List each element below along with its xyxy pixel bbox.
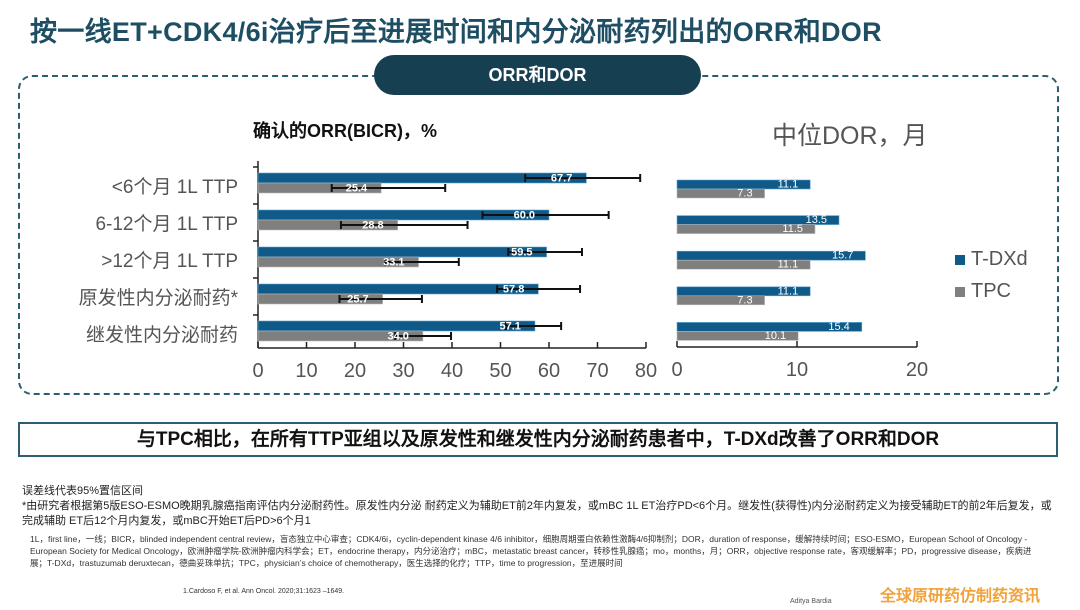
charts-svg: 0 10 20 30 40 50 60 70 80 67.7 25.4 60.0 28.8 59.5 33.… bbox=[252, 161, 928, 382]
bar-tpc bbox=[676, 259, 811, 270]
section-label: ORR和DOR bbox=[374, 55, 701, 95]
data-label: 15.4 bbox=[828, 321, 849, 333]
footnote-resistance-definition: *由研究者根据第5版ESO-ESMO晚期乳腺癌指南评估内分泌耐药性。原发性内分泌… bbox=[22, 500, 1052, 527]
conclusion-banner: 与TPC相比，在所有TTP亚组以及原发性和继发性内分泌耐药患者中，T-DXd改善… bbox=[18, 422, 1058, 457]
data-label: 13.5 bbox=[806, 214, 827, 226]
author-credit: Aditya Bardia bbox=[790, 598, 832, 605]
footnote-error-bars: 误差线代表95%置信区间 bbox=[22, 485, 144, 497]
x-tick-label: 0 bbox=[252, 360, 263, 382]
bar-tpc bbox=[676, 295, 765, 306]
data-label: 11.1 bbox=[778, 285, 799, 297]
bar-tpc bbox=[676, 331, 799, 341]
data-label: 7.3 bbox=[737, 188, 752, 200]
data-label: 33.1 bbox=[383, 257, 404, 269]
bar-tpc bbox=[676, 224, 816, 234]
x-tick-label: 30 bbox=[392, 360, 414, 382]
data-label: 28.8 bbox=[362, 220, 383, 232]
legend-item-tpc: TPC bbox=[955, 280, 1011, 303]
x-tick-label: 50 bbox=[489, 360, 511, 382]
data-label: 57.1 bbox=[500, 321, 521, 333]
category-label: >12个月 1L TTP bbox=[101, 251, 238, 272]
data-label: 7.3 bbox=[737, 294, 752, 306]
x-tick-label: 80 bbox=[635, 360, 657, 382]
legend-label: TPC bbox=[971, 280, 1011, 302]
legend-swatch bbox=[955, 286, 965, 297]
orr-chart-title: 确认的ORR(BICR)，% bbox=[253, 121, 437, 141]
data-label: 25.4 bbox=[346, 183, 368, 195]
data-label: 11.5 bbox=[782, 223, 803, 235]
x-tick-label: 20 bbox=[344, 360, 366, 382]
data-label: 60.0 bbox=[514, 210, 535, 222]
reference: 1.Cardoso F, et al. Ann Oncol. 2020;31:1… bbox=[183, 588, 345, 595]
x-tick-label: 10 bbox=[295, 360, 317, 382]
legend-swatch bbox=[955, 254, 965, 265]
data-label: 57.8 bbox=[503, 284, 524, 296]
data-label: 59.5 bbox=[511, 247, 532, 259]
x-tick-label: 20 bbox=[906, 359, 928, 381]
watermark: 全球原研药仿制药资讯 bbox=[880, 588, 1041, 605]
dor-chart-title: 中位DOR，月 bbox=[772, 122, 928, 150]
data-label: 34.0 bbox=[387, 331, 408, 343]
data-label: 11.1 bbox=[778, 179, 799, 191]
x-tick-label: 40 bbox=[441, 360, 463, 382]
data-label: 25.7 bbox=[347, 294, 368, 306]
bar-t-dxd bbox=[257, 320, 536, 332]
data-label: 67.7 bbox=[551, 173, 572, 185]
bar-tpc bbox=[676, 188, 765, 199]
data-label: 10.1 bbox=[765, 330, 786, 342]
data-label: 11.1 bbox=[778, 259, 799, 271]
footnote-abbreviations: 1L，first line，一线；BICR，blinded independen… bbox=[30, 534, 1032, 568]
category-label: 继发性内分泌耐药 bbox=[85, 325, 238, 346]
x-tick-label: 60 bbox=[538, 360, 560, 382]
data-label: 15.7 bbox=[832, 250, 853, 262]
x-tick-label: 70 bbox=[586, 360, 608, 382]
category-label: <6个月 1L TTP bbox=[111, 177, 238, 198]
slide-title: 按一线ET+CDK4/6i治疗后至进展时间和内分泌耐药列出的ORR和DOR bbox=[30, 17, 882, 47]
category-label: 6-12个月 1L TTP bbox=[95, 214, 238, 235]
legend-item-t-dxd: T-DXd bbox=[955, 248, 1028, 271]
bar-t-dxd bbox=[257, 246, 547, 258]
x-tick-label: 10 bbox=[786, 359, 808, 381]
x-tick-label: 0 bbox=[671, 359, 682, 381]
category-label: 原发性内分泌耐药* bbox=[78, 288, 238, 309]
legend-label: T-DXd bbox=[971, 248, 1028, 270]
